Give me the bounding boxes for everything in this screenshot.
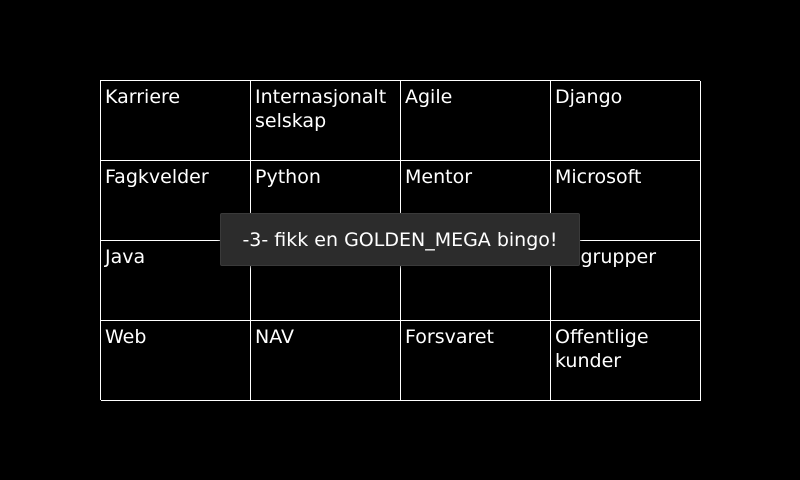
bingo-cell-nav[interactable]: NAV (251, 321, 401, 401)
bingo-cell-offentlige-kunder[interactable]: Offentlige kunder (551, 321, 701, 401)
bingo-cell-django[interactable]: Django (551, 81, 701, 161)
bingo-toast: -3- fikk en GOLDEN_MEGA bingo! (220, 213, 580, 266)
bingo-cell-karriere[interactable]: Karriere (101, 81, 251, 161)
toast-message: -3- fikk en GOLDEN_MEGA bingo! (242, 229, 558, 251)
bingo-cell-row3-col3[interactable] (401, 241, 551, 321)
bingo-cell-microsoft[interactable]: Microsoft (551, 161, 701, 241)
bingo-cell-internasjonalt-selskap[interactable]: Internasjonalt selskap (251, 81, 401, 161)
bingo-cell-java[interactable]: Java (101, 241, 251, 321)
bingo-cell-agile[interactable]: Agile (401, 81, 551, 161)
bingo-cell-row3-col2[interactable] (251, 241, 401, 321)
bingo-cell-fagkvelder[interactable]: Fagkvelder (101, 161, 251, 241)
bingo-board: Karriere Internasjonalt selskap Agile Dj… (100, 80, 701, 401)
bingo-cell-forsvaret[interactable]: Forsvaret (401, 321, 551, 401)
bingo-cell-web[interactable]: Web (101, 321, 251, 401)
